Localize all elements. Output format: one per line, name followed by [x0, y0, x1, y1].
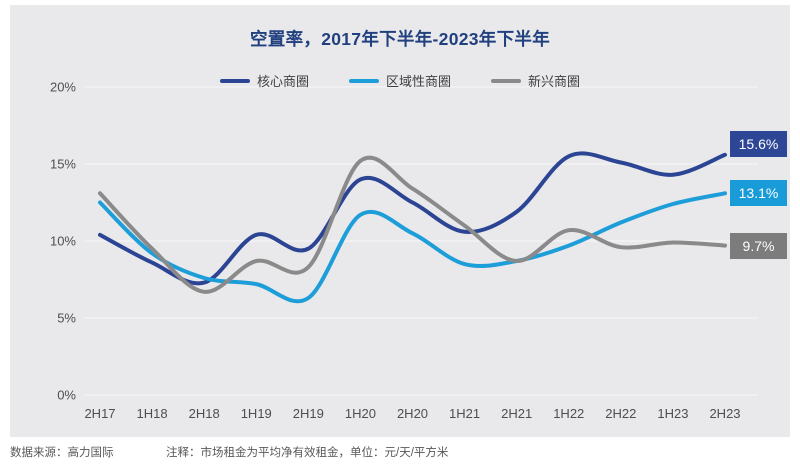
- chart-title: 空置率，2017年下半年-2023年下半年: [250, 29, 550, 49]
- end-value-badge-新兴商圈: 9.7%: [730, 232, 787, 259]
- x-tick-label: 2H18: [188, 406, 220, 421]
- x-tick-label: 2H19: [292, 406, 324, 421]
- x-tick-label: 1H19: [240, 406, 272, 421]
- y-tick-label: 15%: [49, 156, 76, 172]
- series-line-核心商圈: [98, 151, 727, 286]
- y-tick-label: 10%: [49, 233, 76, 249]
- legend-line-swatch: [219, 78, 250, 83]
- end-value-badge-核心商圈: 15.6%: [730, 130, 787, 157]
- footnote-text: 注释：市场租金为平均净有效租金，单位：元/天/平方米: [166, 447, 449, 459]
- series-line-新兴商圈: [98, 155, 727, 294]
- legend: 核心商圈 区域性商圈 新兴商圈: [10, 71, 790, 90]
- x-tick-label: 1H18: [136, 406, 168, 421]
- x-tick-label: 2H22: [605, 406, 637, 421]
- legend-label: 新兴商圈: [528, 74, 581, 89]
- y-tick-label: 0%: [57, 387, 76, 403]
- x-tick-label: 1H23: [657, 406, 689, 421]
- legend-item-区域性商圈: 区域性商圈: [348, 71, 451, 90]
- x-tick-label: 1H20: [344, 406, 376, 421]
- data-source-text: 数据来源：高力国际: [10, 447, 114, 459]
- x-tick-label: 2H20: [396, 406, 429, 421]
- y-tick-label: 5%: [57, 310, 76, 326]
- legend-line-swatch: [348, 78, 379, 83]
- x-tick-label: 2H17: [84, 406, 116, 421]
- legend-item-新兴商圈: 新兴商圈: [491, 71, 580, 90]
- legend-label: 核心商圈: [256, 74, 309, 89]
- x-tick-label: 1H22: [553, 406, 585, 421]
- legend-line-swatch: [491, 78, 521, 83]
- y-tick-label: 20%: [49, 79, 76, 95]
- series-line-区域性商圈: [98, 191, 727, 304]
- x-tick-label: 2H23: [709, 406, 741, 421]
- x-tick-label: 1H21: [449, 406, 481, 421]
- x-tick-label: 2H21: [501, 406, 533, 421]
- chart-panel: [10, 5, 790, 437]
- legend-item-核心商圈: 核心商圈: [219, 71, 309, 90]
- end-value-badge-区域性商圈: 13.1%: [730, 180, 787, 207]
- legend-label: 区域性商圈: [385, 74, 451, 89]
